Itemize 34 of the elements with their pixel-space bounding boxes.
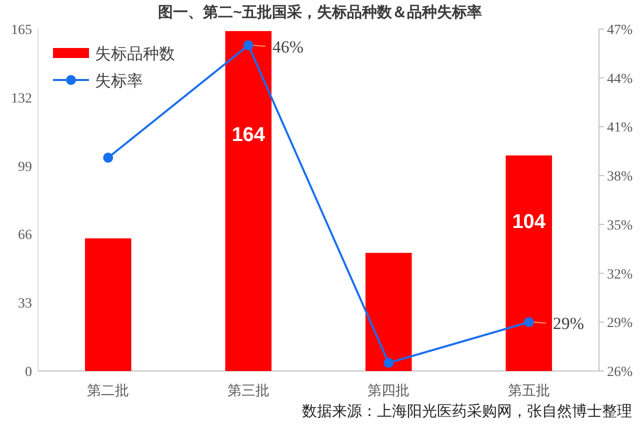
y2-tick-label: 29% [607, 316, 633, 332]
y-tick-label: 33 [18, 296, 32, 312]
point [103, 152, 114, 163]
y-tick-label: 99 [18, 160, 32, 175]
x-tick-label: 第五批 [508, 383, 550, 399]
y-tick-label: 0 [25, 365, 32, 380]
point [243, 40, 254, 50]
x-tick-label: 第二批 [87, 383, 130, 399]
y-tick-label: 165 [11, 23, 32, 38]
chart-title: 图一、第二~五批国采，失标品种数＆品种失标率 [158, 3, 482, 21]
x-tick-label: 第四批 [368, 383, 410, 399]
bar [506, 155, 552, 371]
data-label: 164 [232, 124, 266, 146]
y-tick-label: 132 [11, 91, 32, 106]
bar [365, 252, 412, 371]
y2-tick-label: 26% [607, 365, 633, 380]
bar [84, 238, 132, 371]
y2-tick-label: 32% [607, 267, 633, 282]
y2-tick-label: 35% [607, 218, 633, 234]
point [384, 358, 394, 368]
point [524, 317, 534, 328]
data-label: 29% [552, 314, 584, 334]
source-note: 数据来源：上海阳光医药采购网，张自然博士整理 [302, 403, 632, 420]
bar [225, 31, 272, 371]
y2-tick-label: 47% [607, 23, 633, 38]
y2-tick-label: 41% [607, 120, 633, 136]
y-tick-label: 66 [18, 228, 32, 244]
x-tick-label: 第三批 [227, 383, 270, 399]
legend-label: 失标率 [95, 72, 143, 90]
legend-label: 失标品种数 [95, 45, 175, 63]
data-label: 104 [512, 211, 546, 234]
y2-tick-label: 44% [607, 72, 633, 87]
y2-tick-label: 38% [607, 170, 633, 185]
data-label: 46% [272, 37, 304, 56]
